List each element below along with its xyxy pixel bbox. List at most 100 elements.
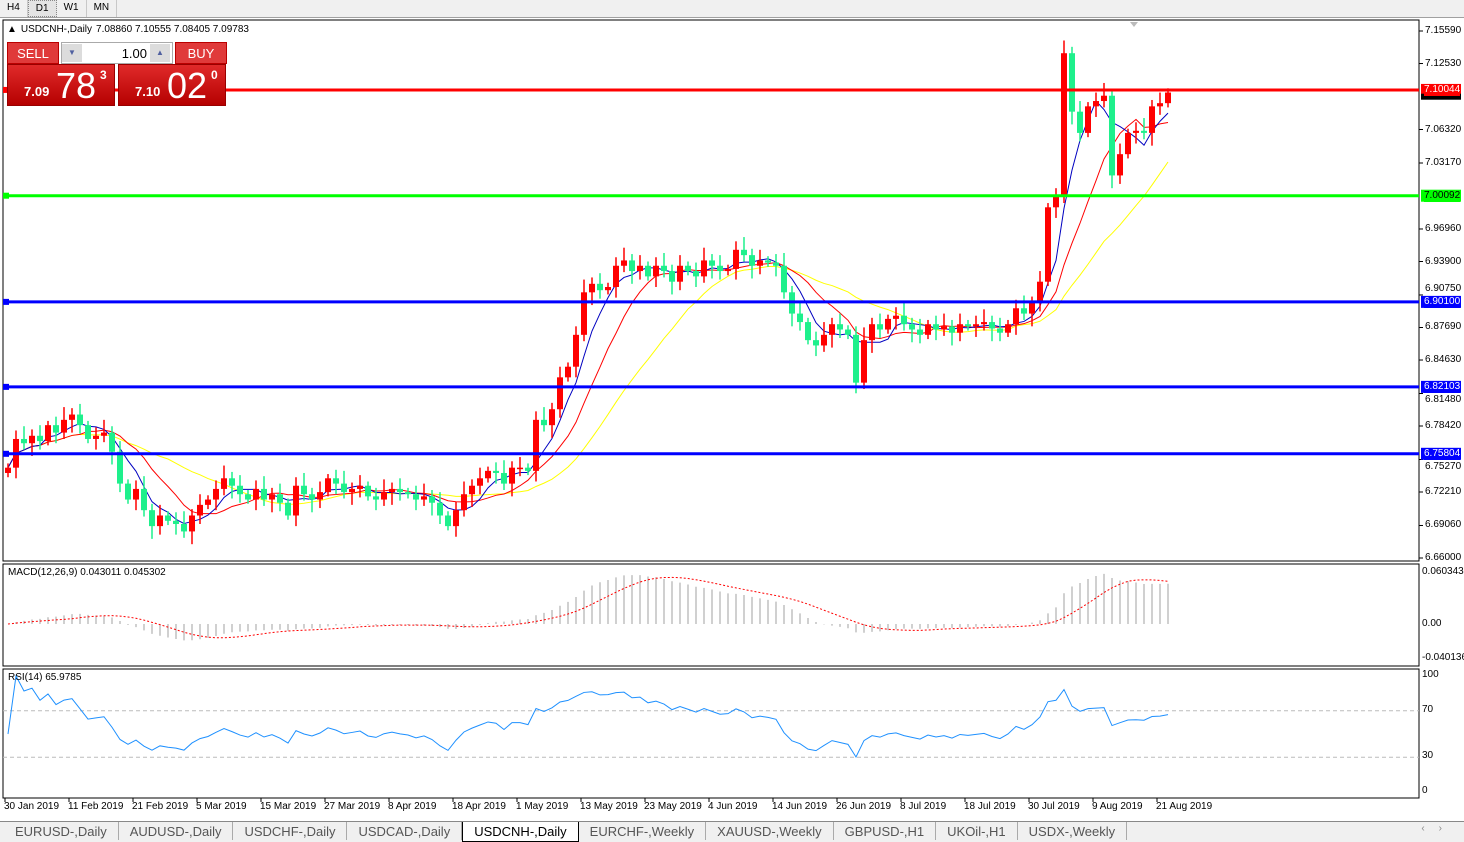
candle-body	[1069, 53, 1075, 112]
chart-ohlc: 7.08860 7.10555 7.08405 7.09783	[96, 24, 249, 35]
candle-body	[269, 494, 275, 500]
sell-button[interactable]: SELL	[7, 42, 59, 64]
candle-body	[877, 324, 883, 330]
tab-usdcnh[interactable]: USDCNH-,Daily	[462, 822, 579, 842]
line-anchor-handle[interactable]	[3, 86, 9, 93]
candle-body	[53, 425, 59, 433]
candle-body	[965, 324, 971, 327]
timeframe-d1[interactable]: D1	[27, 0, 57, 17]
price-chart[interactable]	[0, 0, 1464, 820]
candle-body	[365, 485, 371, 497]
line-price-label: 7.00092	[1424, 189, 1461, 202]
candle-body	[117, 451, 123, 484]
candle-body	[549, 409, 555, 426]
candle-body	[149, 510, 155, 527]
tab-usdchf[interactable]: USDCHF-,Daily	[233, 822, 348, 840]
candle-body	[261, 488, 267, 500]
tab-usdcad[interactable]: USDCAD-,Daily	[347, 822, 463, 840]
candle-body	[917, 329, 923, 335]
line-anchor-handle[interactable]	[3, 192, 9, 199]
tab-gbpusd[interactable]: GBPUSD-,H1	[834, 822, 937, 840]
timeframe-mn[interactable]: MN	[87, 0, 118, 17]
tab-usdx[interactable]: USDX-,Weekly	[1018, 822, 1128, 840]
candle-body	[1037, 281, 1043, 303]
candle-body	[229, 478, 235, 486]
candle-body	[517, 467, 523, 470]
candle-body	[389, 488, 395, 493]
candle-body	[277, 494, 283, 503]
candle-body	[781, 265, 787, 293]
tab-audusd[interactable]: AUDUSD-,Daily	[119, 822, 234, 840]
date-axis-label: 30 Jul 2019	[1028, 801, 1080, 812]
candle-body	[957, 324, 963, 333]
timeframe-h4[interactable]: H4	[0, 0, 28, 17]
price-axis-label: 6.66000	[1425, 552, 1462, 563]
sell-price[interactable]: 7.09 78 3	[7, 64, 115, 106]
date-axis-label: 21 Feb 2019	[132, 801, 189, 812]
candle-body	[1141, 130, 1147, 133]
candle-body	[413, 494, 419, 500]
timeframe-w1[interactable]: W1	[57, 0, 87, 17]
buy-price[interactable]: 7.10 02 0	[118, 64, 226, 106]
line-price-label: 6.75804	[1424, 447, 1461, 460]
candle-body	[285, 502, 291, 516]
candle-body	[821, 334, 827, 346]
candle-body	[685, 265, 691, 272]
candle-body	[1013, 308, 1019, 325]
candle-body	[805, 322, 811, 341]
candle-body	[165, 515, 171, 521]
tab-eurchf[interactable]: EURCHF-,Weekly	[579, 822, 707, 840]
candle-body	[573, 334, 579, 367]
line-anchor-handle[interactable]	[3, 383, 9, 390]
candle-body	[1109, 95, 1115, 176]
candle-body	[141, 488, 147, 511]
macd-panel-frame	[2, 563, 1420, 667]
line-price-label: 7.10044	[1424, 83, 1461, 96]
lot-size-input[interactable]	[82, 45, 150, 61]
candle-body	[29, 435, 35, 444]
sell-price-big: 7.09	[24, 84, 50, 99]
sell-price-fraction: 3	[100, 68, 107, 82]
price-axis-label: 6.93900	[1425, 255, 1462, 267]
candle-body	[189, 515, 195, 532]
chart-symbol: USDCNH-,Daily	[20, 24, 93, 35]
candle-body	[45, 425, 51, 442]
candle-body	[733, 249, 739, 269]
tab-xauusd[interactable]: XAUUSD-,Weekly	[706, 822, 834, 840]
decrease-lot-icon[interactable]: ▼	[62, 44, 82, 62]
line-anchor-handle[interactable]	[3, 450, 9, 457]
candle-body	[381, 492, 387, 500]
price-axis-label: 6.72210	[1425, 486, 1462, 497]
macd-axis-label: -0.040136	[1422, 652, 1464, 663]
candle-body	[109, 432, 115, 452]
buy-button[interactable]: BUY	[175, 42, 227, 64]
candle-body	[293, 485, 299, 516]
candle-body	[749, 255, 755, 266]
candle-body	[949, 326, 955, 333]
line-anchor-handle[interactable]	[3, 298, 9, 305]
increase-lot-icon[interactable]: ▲	[150, 44, 170, 62]
candle-body	[125, 483, 131, 500]
candle-body	[469, 485, 475, 495]
candle-body	[581, 292, 587, 335]
tab-ukoil[interactable]: UKOil-,H1	[936, 822, 1018, 840]
date-axis-label: 1 May 2019	[516, 801, 569, 812]
candle-body	[477, 478, 483, 486]
candle-body	[5, 467, 11, 473]
candle-body	[85, 425, 91, 439]
candle-body	[485, 470, 491, 479]
collapse-triangle-icon[interactable]: ▲	[7, 24, 17, 35]
tab-eurusd[interactable]: EURUSD-,Daily	[4, 822, 119, 840]
candle-body	[589, 283, 595, 293]
candle-body	[741, 249, 747, 256]
buy-price-big: 7.10	[135, 84, 161, 99]
candle-body	[1165, 92, 1171, 104]
candle-body	[461, 494, 467, 511]
candle-body	[597, 283, 603, 291]
candle-body	[157, 515, 163, 527]
candle-body	[61, 419, 67, 433]
candle-body	[525, 467, 531, 471]
candle-body	[245, 494, 251, 500]
tab-scroll-arrows[interactable]: ‹›	[1421, 823, 1456, 834]
rsi-axis-label: 70	[1422, 703, 1434, 715]
